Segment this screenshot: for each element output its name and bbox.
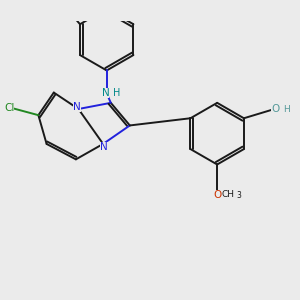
Text: N: N xyxy=(100,142,108,152)
Text: Cl: Cl xyxy=(4,103,14,113)
Text: H: H xyxy=(113,88,121,98)
Text: N: N xyxy=(101,88,109,98)
Text: O: O xyxy=(271,104,280,114)
Text: H: H xyxy=(283,105,290,114)
Text: CH: CH xyxy=(222,190,235,199)
Text: 3: 3 xyxy=(237,191,242,200)
Text: O: O xyxy=(213,190,221,200)
Text: N: N xyxy=(73,102,81,112)
